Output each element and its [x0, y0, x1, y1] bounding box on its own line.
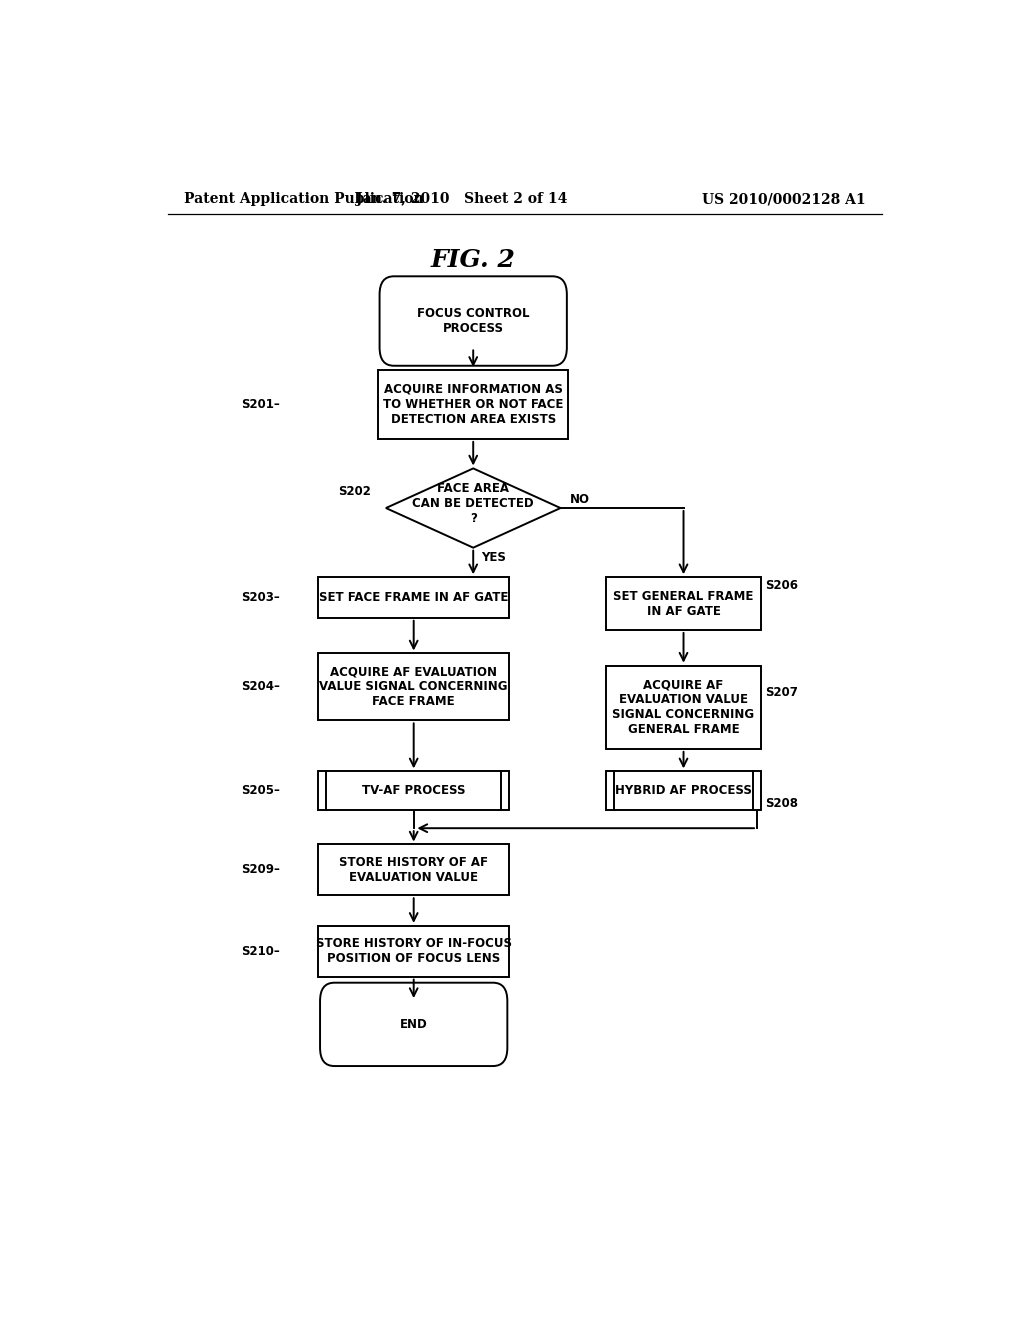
Text: NO: NO — [570, 494, 590, 507]
Text: S210–: S210– — [242, 945, 281, 958]
Text: S206: S206 — [765, 578, 799, 591]
Text: S209–: S209– — [242, 863, 281, 876]
Text: S202: S202 — [338, 486, 371, 498]
Text: ACQUIRE INFORMATION AS
TO WHETHER OR NOT FACE
DETECTION AREA EXISTS: ACQUIRE INFORMATION AS TO WHETHER OR NOT… — [383, 383, 563, 426]
Polygon shape — [386, 469, 560, 548]
Text: S204–: S204– — [242, 680, 281, 693]
Text: SET GENERAL FRAME
IN AF GATE: SET GENERAL FRAME IN AF GATE — [613, 590, 754, 618]
Bar — [318, 845, 509, 895]
Text: SET FACE FRAME IN AF GATE: SET FACE FRAME IN AF GATE — [319, 591, 508, 605]
Text: HYBRID AF PROCESS: HYBRID AF PROCESS — [615, 784, 752, 797]
Text: S203–: S203– — [242, 591, 281, 605]
Text: Patent Application Publication: Patent Application Publication — [183, 191, 423, 206]
Text: END: END — [399, 1018, 428, 1031]
Bar — [378, 370, 568, 440]
Bar — [318, 653, 509, 721]
Text: S208: S208 — [765, 797, 799, 810]
Text: STORE HISTORY OF AF
EVALUATION VALUE: STORE HISTORY OF AF EVALUATION VALUE — [339, 855, 488, 884]
Text: ACQUIRE AF EVALUATION
VALUE SIGNAL CONCERNING
FACE FRAME: ACQUIRE AF EVALUATION VALUE SIGNAL CONCE… — [319, 665, 508, 709]
FancyBboxPatch shape — [380, 276, 567, 366]
Text: S201–: S201– — [242, 397, 281, 411]
Bar — [318, 771, 509, 810]
Text: ACQUIRE AF
EVALUATION VALUE
SIGNAL CONCERNING
GENERAL FRAME: ACQUIRE AF EVALUATION VALUE SIGNAL CONCE… — [612, 678, 755, 737]
Text: FACE AREA
CAN BE DETECTED
?: FACE AREA CAN BE DETECTED ? — [413, 483, 535, 525]
Bar — [606, 665, 761, 748]
Text: Jan. 7, 2010   Sheet 2 of 14: Jan. 7, 2010 Sheet 2 of 14 — [355, 191, 567, 206]
Text: S207: S207 — [765, 685, 798, 698]
Text: FIG. 2: FIG. 2 — [431, 248, 516, 272]
Text: FOCUS CONTROL
PROCESS: FOCUS CONTROL PROCESS — [417, 308, 529, 335]
Text: STORE HISTORY OF IN-FOCUS
POSITION OF FOCUS LENS: STORE HISTORY OF IN-FOCUS POSITION OF FO… — [315, 937, 512, 965]
Text: US 2010/0002128 A1: US 2010/0002128 A1 — [702, 191, 866, 206]
Text: S205–: S205– — [242, 784, 281, 797]
Text: YES: YES — [481, 550, 506, 564]
FancyBboxPatch shape — [321, 982, 507, 1067]
Text: TV-AF PROCESS: TV-AF PROCESS — [361, 784, 466, 797]
Bar — [606, 771, 761, 810]
Bar — [318, 925, 509, 977]
Bar — [318, 577, 509, 618]
Bar — [606, 577, 761, 630]
